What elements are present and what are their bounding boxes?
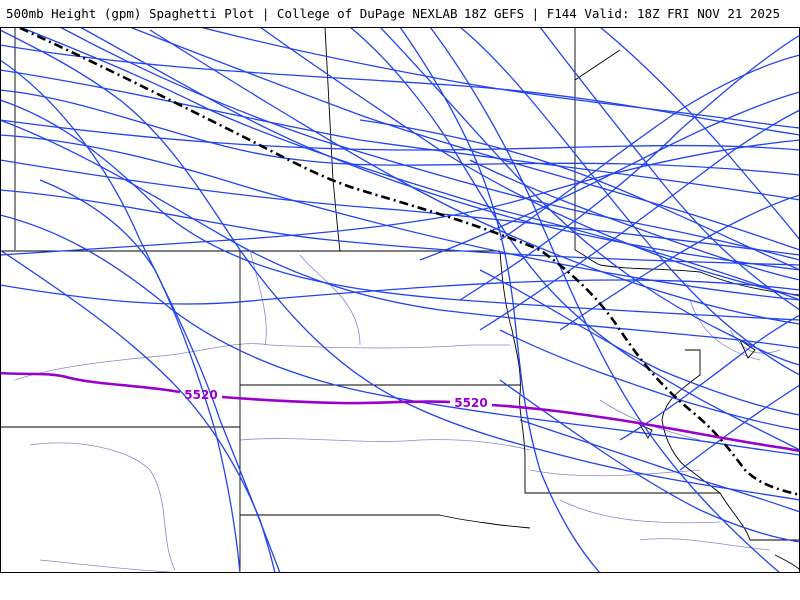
member-line [539, 27, 800, 311]
member-line [499, 54, 800, 241]
map-panel: 5520 5520 [0, 27, 800, 573]
member-line [599, 27, 800, 241]
member-line [479, 269, 800, 416]
member-line [349, 27, 800, 451]
member-line [469, 159, 800, 281]
ensemble-mean-line [19, 27, 800, 497]
member-line [0, 134, 800, 301]
member-line [479, 109, 800, 331]
member-line [0, 69, 800, 201]
member-line [0, 119, 800, 349]
contour-label: 5520 [454, 396, 487, 410]
spaghetti-map: 5520 5520 [0, 27, 800, 573]
member-line [129, 27, 800, 251]
contour-label: 5520 [184, 388, 217, 402]
member-line [259, 27, 800, 297]
member-line [559, 194, 800, 331]
member-line [0, 119, 800, 151]
member-line [0, 189, 800, 266]
contour-5520-line [0, 371, 800, 453]
member-line [0, 159, 800, 256]
member-line [499, 379, 800, 543]
member-line [39, 179, 241, 573]
member-line [519, 419, 800, 513]
county-borders [14, 249, 781, 573]
member-line [149, 29, 800, 325]
member-line [359, 119, 800, 271]
ensemble-member-lines [0, 27, 800, 573]
member-line [419, 91, 800, 261]
plot-title: 500mb Height (gpm) Spaghetti Plot | Coll… [6, 6, 458, 21]
member-line [0, 249, 276, 573]
member-line [0, 89, 800, 176]
member-line [0, 139, 800, 256]
header-bar: 500mb Height (gpm) Spaghetti Plot | Coll… [0, 0, 800, 27]
member-line [59, 27, 800, 261]
member-line [399, 27, 601, 573]
member-line [619, 314, 800, 441]
member-line [79, 27, 800, 271]
run-info: 18Z GEFS | F144 Valid: 18Z FRI NOV 21 20… [463, 6, 780, 21]
member-line [0, 279, 800, 305]
member-line [679, 384, 800, 471]
member-line [0, 214, 800, 456]
member-line [0, 29, 800, 501]
member-line [459, 27, 800, 376]
